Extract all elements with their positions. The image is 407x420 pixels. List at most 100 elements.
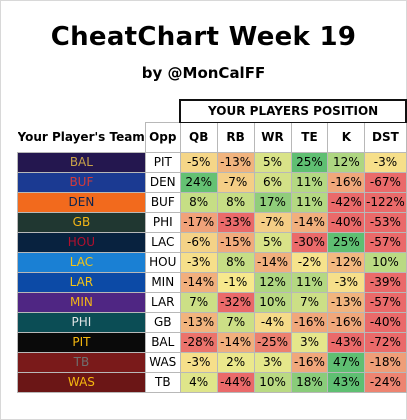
heat-cell: 2% <box>216 352 255 373</box>
opponent-cell: LAC <box>144 232 181 253</box>
heat-cell: 6% <box>253 172 292 193</box>
heat-cell: 7% <box>216 312 255 333</box>
heat-cell: 5% <box>253 152 292 173</box>
heat-cell: -7% <box>253 212 292 233</box>
heat-cell: -30% <box>290 232 329 253</box>
heat-cell: 11% <box>290 272 329 293</box>
heat-cell: 8% <box>179 192 218 213</box>
position-header: DST <box>364 122 407 153</box>
corner-blank <box>17 100 146 123</box>
table-row: MIN LAR 7% -32% 10% 7% -13% -57% <box>17 292 407 313</box>
heat-cell: 25% <box>290 152 329 173</box>
table-row: LAC HOU -3% 8% -14% -2% -12% 10% <box>17 252 407 273</box>
heat-cell: 8% <box>216 252 255 273</box>
heat-cell: -40% <box>327 212 366 233</box>
heat-cell: 10% <box>253 372 292 393</box>
heat-cell: -67% <box>364 172 407 193</box>
opponent-cell: LAR <box>144 292 181 313</box>
table-row: BUF DEN 24% -7% 6% 11% -16% -67% <box>17 172 407 193</box>
heat-cell: 4% <box>179 372 218 393</box>
heat-cell: -42% <box>327 192 366 213</box>
heat-cell: -28% <box>179 332 218 353</box>
heat-cell: -6% <box>179 232 218 253</box>
heat-cell: 7% <box>290 292 329 313</box>
opponent-cell: WAS <box>144 352 181 373</box>
heat-cell: 18% <box>290 372 329 393</box>
table-row: PHI GB -13% 7% -4% -16% -16% -40% <box>17 312 407 333</box>
opponent-cell: HOU <box>144 252 181 273</box>
heat-cell: -16% <box>290 352 329 373</box>
heat-cell: -44% <box>216 372 255 393</box>
cheat-chart-table: YOUR PLAYERS POSITION Your Player's Team… <box>17 99 407 393</box>
table-row: LAR MIN -14% -1% 12% 11% -3% -39% <box>17 272 407 293</box>
heat-cell: -72% <box>364 332 407 353</box>
heat-cell: 11% <box>290 192 329 213</box>
heat-cell: 17% <box>253 192 292 213</box>
heat-cell: 3% <box>253 352 292 373</box>
heat-cell: 47% <box>327 352 366 373</box>
heat-cell: 12% <box>327 152 366 173</box>
team-cell: PHI <box>17 312 146 333</box>
heat-cell: -3% <box>179 252 218 273</box>
table-row: GB PHI -17% -33% -7% -14% -40% -53% <box>17 212 407 233</box>
heat-cell: -57% <box>364 232 407 253</box>
heat-cell: -57% <box>364 292 407 313</box>
heat-cell: 25% <box>327 232 366 253</box>
heat-cell: -14% <box>179 272 218 293</box>
table-row: WAS TB 4% -44% 10% 18% 43% -24% <box>17 372 407 393</box>
team-cell: MIN <box>17 292 146 313</box>
team-cell: BAL <box>17 152 146 173</box>
table-body: BAL PIT -5% -13% 5% 25% 12% -3% BUF DEN 24% -7% 6% 11… <box>17 152 407 393</box>
heat-cell: 3% <box>290 332 329 353</box>
heat-cell: -13% <box>179 312 218 333</box>
heat-cell: -17% <box>179 212 218 233</box>
opp-column-header: Opp <box>144 122 181 153</box>
position-header: WR <box>253 122 292 153</box>
opponent-cell: PIT <box>144 152 181 173</box>
heat-cell: 10% <box>253 292 292 313</box>
heat-cell: -24% <box>364 372 407 393</box>
team-cell: LAR <box>17 272 146 293</box>
heat-cell: -16% <box>327 312 366 333</box>
team-cell: HOU <box>17 232 146 253</box>
opponent-cell: GB <box>144 312 181 333</box>
chart-title: CheatChart Week 19 <box>50 22 357 52</box>
table-row: PIT BAL -28% -14% -25% 3% -43% -72% <box>17 332 407 353</box>
heat-cell: -122% <box>364 192 407 213</box>
team-cell: PIT <box>17 332 146 353</box>
heat-cell: 43% <box>327 372 366 393</box>
heat-cell: 5% <box>253 232 292 253</box>
heat-cell: -40% <box>364 312 407 333</box>
heat-cell: 7% <box>179 292 218 313</box>
opponent-cell: DEN <box>144 172 181 193</box>
opponent-cell: MIN <box>144 272 181 293</box>
heat-cell: -16% <box>327 172 366 193</box>
position-header: RB <box>216 122 255 153</box>
heat-cell: -32% <box>216 292 255 313</box>
heat-cell: -53% <box>364 212 407 233</box>
team-cell: WAS <box>17 372 146 393</box>
team-cell: GB <box>17 212 146 233</box>
heat-cell: 24% <box>179 172 218 193</box>
heat-cell: -3% <box>179 352 218 373</box>
table-row: BAL PIT -5% -13% 5% 25% 12% -3% <box>17 152 407 173</box>
position-banner: YOUR PLAYERS POSITION <box>179 99 407 123</box>
heat-cell: -33% <box>216 212 255 233</box>
heat-cell: -1% <box>216 272 255 293</box>
team-column-header: Your Player's Team <box>17 129 145 144</box>
heat-cell: 11% <box>290 172 329 193</box>
team-cell: BUF <box>17 172 146 193</box>
opponent-cell: BUF <box>144 192 181 213</box>
position-header: TE <box>290 122 329 153</box>
heat-cell: -12% <box>327 252 366 273</box>
table-row: DEN BUF 8% 8% 17% 11% -42% -122% <box>17 192 407 213</box>
heat-cell: -43% <box>327 332 366 353</box>
table-row: TB WAS -3% 2% 3% -16% 47% -18% <box>17 352 407 373</box>
opponent-cell: BAL <box>144 332 181 353</box>
heat-cell: -3% <box>364 152 407 173</box>
heat-cell: -25% <box>253 332 292 353</box>
heat-cell: 10% <box>364 252 407 273</box>
heat-cell: 8% <box>216 192 255 213</box>
corner-blank-opp <box>145 100 181 123</box>
heat-cell: -16% <box>290 312 329 333</box>
